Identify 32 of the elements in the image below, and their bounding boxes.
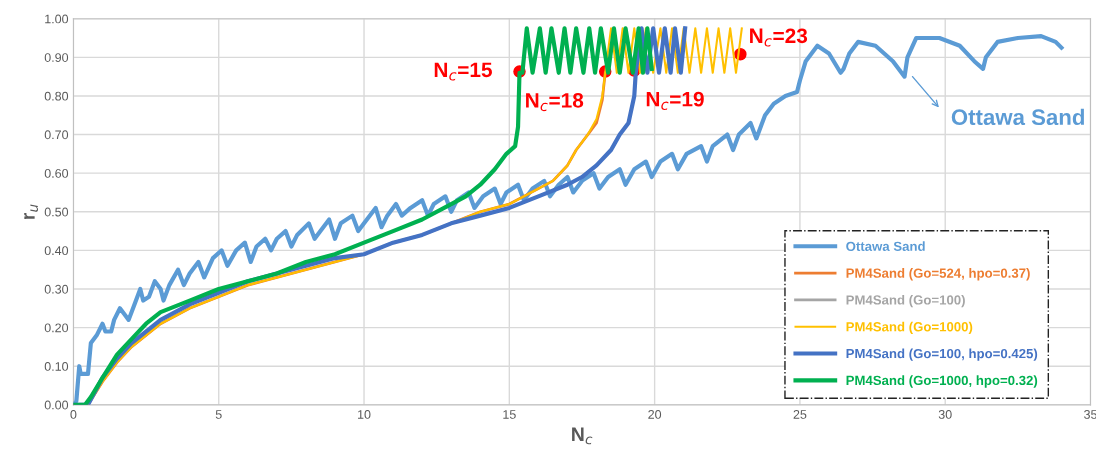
legend-label: PM4Sand (Go=1000) [846,321,973,335]
y-tick-label: 0.30 [44,284,69,294]
x-tick-label: 15 [503,410,516,419]
annotation: N$_{c}$=23 [750,28,808,47]
legend-label: PM4Sand (Go=1000, hpo=0.32) [846,375,1038,388]
legend-label: PM4Sand (Go=524, hpo=0.37) [846,268,1030,281]
y-tick-label: 0.10 [44,362,69,371]
legend-label: Ottawa Sand [846,241,925,251]
x-tick-label: 0 [70,410,77,419]
x-tick-label: 25 [793,410,807,419]
y-tick-label: 0.80 [44,91,69,101]
legend-label: PM4Sand (Go=100) [846,294,965,308]
y-tick-label: 0.00 [44,400,69,410]
annotation: N$_{c}$=18 [526,92,584,112]
annotation: Ottawa Sand [951,108,1084,126]
x-tick-label: 10 [358,410,371,419]
y-tick-label: 0.60 [44,168,69,178]
y-axis-title: r$_{u}$ [24,204,39,219]
x-tick-label: 35 [1084,410,1096,419]
y-tick-label: 0.70 [44,130,69,140]
x-tick-label: 20 [648,410,662,419]
annotation: N$_{c}$=19 [646,91,704,110]
y-tick-label: 0.50 [44,207,69,217]
y-tick-label: 0.40 [44,246,69,256]
x-axis-title: N$_{c}$ [572,427,593,445]
y-tick-label: 1.00 [45,14,69,24]
y-tick-label: 0.20 [44,323,69,333]
x-tick-label: 30 [938,410,952,419]
legend-label: PM4Sand (Go=100, hpo=0.425) [846,348,1038,361]
x-tick-label: 5 [215,410,222,419]
y-tick-label: 0.90 [44,53,69,62]
annotation: N$_{c}$=15 [434,62,492,81]
